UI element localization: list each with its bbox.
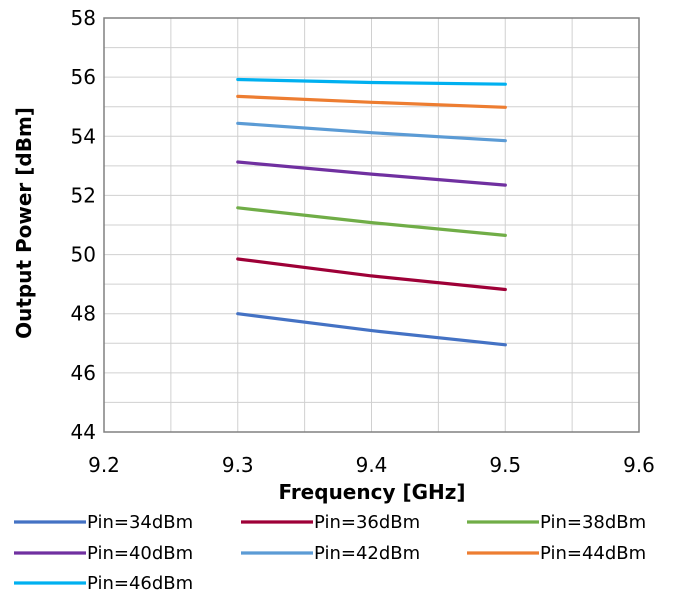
legend-label: Pin=40dBm <box>87 543 193 564</box>
legend: Pin=34dBm Pin=36dBm Pin=38dBm Pin=40dBm Pin=… <box>14 512 646 594</box>
y-axis-title: Output Power [dBm] <box>12 107 36 339</box>
y-tick-label: 56 <box>71 65 96 89</box>
series-layer <box>236 77 507 347</box>
y-tick-label: 52 <box>71 183 96 207</box>
series-line <box>236 160 507 187</box>
y-tick-label: 54 <box>71 124 96 148</box>
x-tick-label: 9.6 <box>623 453 655 477</box>
legend-label: Pin=46dBm <box>87 573 193 594</box>
x-tick-label: 9.3 <box>222 453 254 477</box>
y-tick-label: 48 <box>71 302 96 326</box>
plot-area <box>103 17 640 433</box>
y-tick-label: 46 <box>71 361 96 385</box>
y-tick-label: 50 <box>71 243 96 267</box>
legend-label: Pin=44dBm <box>540 543 646 564</box>
x-tick-label: 9.4 <box>356 453 388 477</box>
axis-ticks: 9.2 9.3 9.4 9.5 9.6 44 46 48 50 52 54 56 58 <box>71 6 655 477</box>
legend-label: Pin=36dBm <box>314 512 420 533</box>
x-tick-label: 9.2 <box>88 453 120 477</box>
y-tick-label: 44 <box>71 420 96 444</box>
series-line <box>236 257 507 292</box>
chart-grid <box>104 18 639 432</box>
series-line <box>236 206 507 237</box>
x-tick-label: 9.5 <box>489 453 521 477</box>
series-line <box>236 77 507 86</box>
series-line <box>236 121 507 143</box>
series-line <box>236 94 507 109</box>
legend-label: Pin=38dBm <box>540 512 646 533</box>
legend-label: Pin=34dBm <box>87 512 193 533</box>
y-tick-label: 58 <box>71 6 96 30</box>
x-axis-title: Frequency [GHz] <box>278 480 465 504</box>
series-line <box>236 312 507 347</box>
legend-label: Pin=42dBm <box>314 543 420 564</box>
